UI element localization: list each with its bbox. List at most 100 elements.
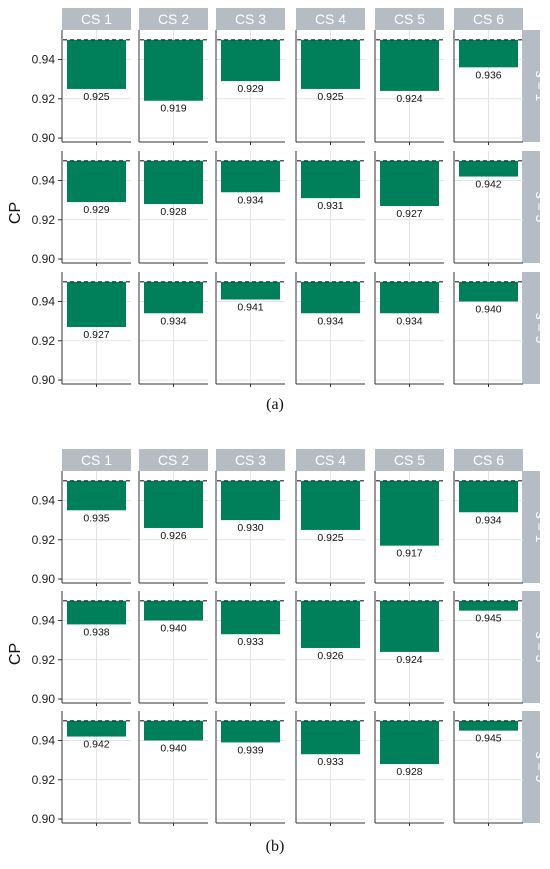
panel: 0.942 [61,711,131,826]
panel: 0.919 [138,30,208,145]
bar [144,600,203,621]
bar [67,160,126,203]
bar [380,480,439,546]
y-tick-label: 0.90 [32,812,56,826]
bar [459,720,518,731]
row-strip [522,591,540,703]
y-tick-label: 0.94 [32,493,56,507]
bar [301,600,360,648]
panel: 0.939 [215,711,285,826]
column-strip [375,449,444,471]
bar [67,720,126,737]
bar [380,720,439,765]
panel: 0.924 [374,591,444,706]
bar [301,281,360,314]
panel: 0.925 [295,30,365,145]
panel: 0.942 [453,151,523,266]
bar [144,160,203,205]
row-strip [522,30,540,142]
column-strip-label: CS 4 [315,11,346,27]
panel: 0.929 [215,30,285,145]
y-tick-label: 0.90 [32,373,56,387]
panel: 0.941 [215,272,285,387]
y-tick-label: 0.94 [32,52,56,66]
y-tick-label: 0.94 [32,733,56,747]
column-strip-label: CS 3 [235,11,266,27]
bar [301,160,360,199]
column-strip [139,8,208,30]
y-tick-label: 0.92 [32,773,56,787]
column-strip [296,449,365,471]
bar-value-label: 0.925 [317,532,343,544]
column-strip [62,8,131,30]
bar-value-label: 0.940 [475,303,501,315]
panel: 0.925 [295,471,365,586]
bar [144,480,203,528]
column-strip [62,449,131,471]
bar-value-label: 0.942 [83,739,109,751]
bar [67,281,126,328]
bar-value-label: 0.934 [317,315,343,327]
panel: 0.935 [61,471,131,586]
y-axis-label: CP [7,643,24,665]
bar-value-label: 0.927 [396,208,422,220]
column-strip-label: CS 2 [158,11,189,27]
panel: 0.934 [215,151,285,266]
row-strip [522,272,540,384]
panel: 0.933 [295,711,365,826]
bar [67,39,126,89]
bar [459,39,518,68]
chart-b: CS 1 CS 2 CS 3 CS 4 CS 5 CS 6 s = 1 0.90 0.92 0.9… [7,449,549,855]
figure-caption: (a) [266,396,284,413]
bar [221,281,280,300]
y-axis-label: CP [7,202,24,224]
column-strip-label: CS 1 [81,452,112,468]
row-strip [522,471,540,583]
bar [221,39,280,82]
figure-caption: (b) [266,838,285,855]
panel: 0.927 [374,151,444,266]
panel: 0.940 [453,272,523,387]
bar-value-label: 0.924 [396,93,422,105]
column-strip [139,449,208,471]
y-tick-label: 0.90 [32,692,56,706]
bar [144,39,203,101]
panel: 0.938 [61,591,131,706]
column-strip-label: CS 5 [394,11,425,27]
bar-value-label: 0.945 [475,613,501,625]
column-strip-label: CS 6 [473,11,504,27]
column-strip [216,8,285,30]
row-strip-label: s = 5 [533,313,549,344]
panel: 0.928 [138,151,208,266]
column-strip [454,8,523,30]
row-strip-label: s = 3 [533,192,549,223]
bar-value-label: 0.917 [396,548,422,560]
bar [221,720,280,743]
bar-value-label: 0.934 [396,315,422,327]
panel: 0.936 [453,30,523,145]
bar [67,600,126,625]
bar [301,39,360,89]
bar [221,480,280,521]
bar [459,281,518,302]
bar [221,600,280,635]
bar-value-label: 0.933 [317,756,343,768]
bar [380,600,439,652]
column-strip [296,8,365,30]
panel: 0.917 [374,471,444,586]
bar-value-label: 0.928 [396,766,422,778]
y-tick-label: 0.92 [32,533,56,547]
y-tick-label: 0.94 [32,613,56,627]
panel: 0.926 [138,471,208,586]
bar [67,480,126,511]
panel: 0.929 [61,151,131,266]
y-tick-label: 0.92 [32,213,56,227]
bar [301,480,360,530]
y-tick-label: 0.94 [32,294,56,308]
panel: 0.934 [453,471,523,586]
bar-value-label: 0.942 [475,179,501,191]
column-strip [454,449,523,471]
bar-value-label: 0.939 [237,744,263,756]
panel: 0.931 [295,151,365,266]
